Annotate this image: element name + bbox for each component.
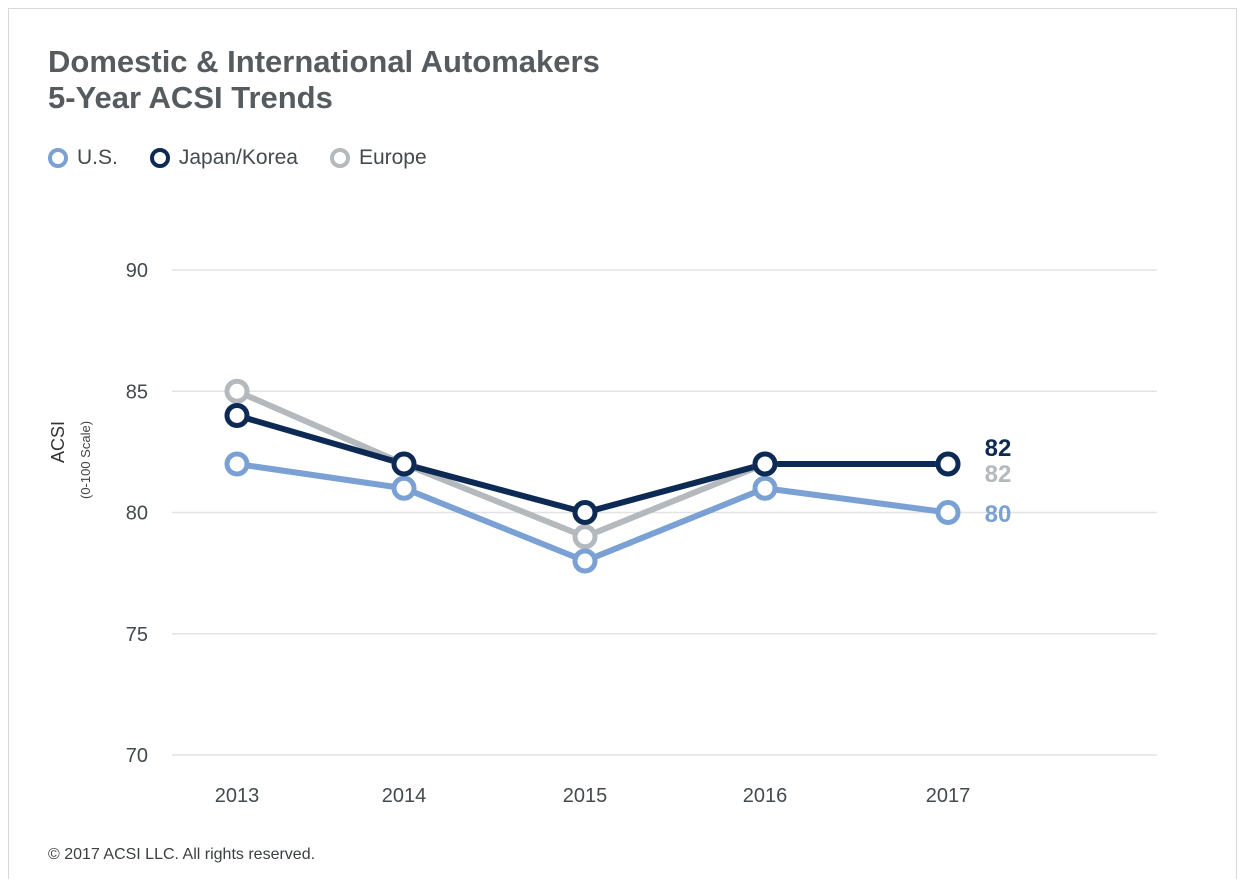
end-label-europe: 82 — [985, 461, 1012, 488]
y-tick-label: 90 — [126, 260, 148, 282]
x-tick-label: 2017 — [926, 785, 971, 807]
data-point-u-s[interactable] — [572, 548, 598, 574]
gridlines — [172, 269, 1157, 756]
data-point-europe[interactable] — [224, 378, 250, 404]
x-axis-ticks: 2013 2014 2015 2016 2017 — [215, 785, 971, 807]
data-point-u-s[interactable] — [391, 475, 417, 501]
data-point-japan-korea[interactable] — [572, 500, 598, 525]
end-label-japan-korea: 82 — [985, 435, 1012, 462]
y-axis-label: ACSI — [48, 421, 68, 463]
y-axis-sublabel: (0-100 Scale) — [78, 421, 93, 499]
data-point-europe[interactable] — [572, 524, 598, 550]
chart-frame — [8, 8, 1237, 879]
chart-title: Domestic & International Automakers 5-Ye… — [48, 44, 600, 116]
x-tick-label: 2016 — [743, 785, 788, 807]
end-label-u-s: 80 — [985, 501, 1012, 528]
legend: U.S. Japan/Korea Europe — [48, 146, 459, 170]
copyright-footer: © 2017 ACSI LLC. All rights reserved. — [48, 846, 316, 863]
end-labels: 82 80 82 — [985, 435, 1012, 528]
y-tick-label: 75 — [126, 624, 148, 646]
y-tick-label: 85 — [126, 381, 148, 403]
data-point-u-s[interactable] — [224, 451, 250, 477]
y-axis-ticks: 70 75 80 85 90 — [126, 260, 148, 767]
y-tick-label: 80 — [126, 503, 148, 525]
legend-marker-us — [48, 148, 68, 168]
chart-title-line-2: 5-Year ACSI Trends — [48, 80, 333, 115]
legend-marker-europe — [329, 148, 350, 168]
data-point-japan-korea[interactable] — [752, 451, 778, 477]
legend-label-japan-korea: Japan/Korea — [178, 146, 298, 169]
data-point-japan-korea[interactable] — [391, 451, 417, 477]
data-point-u-s[interactable] — [752, 475, 778, 501]
data-point-japan-korea[interactable] — [224, 403, 250, 428]
series-group — [224, 378, 961, 574]
legend-marker-japan-korea — [149, 148, 170, 168]
y-tick-label: 70 — [126, 745, 148, 767]
legend-item-us[interactable]: U.S. — [48, 146, 118, 170]
x-tick-label: 2013 — [215, 785, 260, 807]
data-point-u-s[interactable] — [935, 500, 961, 525]
x-tick-label: 2014 — [382, 785, 427, 807]
chart-title-line-1: Domestic & International Automakers — [48, 44, 600, 79]
legend-item-europe[interactable]: Europe — [329, 146, 427, 170]
legend-label-us: U.S. — [77, 146, 118, 169]
x-tick-label: 2015 — [563, 785, 608, 807]
data-point-japan-korea[interactable] — [935, 451, 961, 477]
legend-label-europe: Europe — [358, 146, 427, 169]
legend-item-japan-korea[interactable]: Japan/Korea — [149, 146, 298, 170]
